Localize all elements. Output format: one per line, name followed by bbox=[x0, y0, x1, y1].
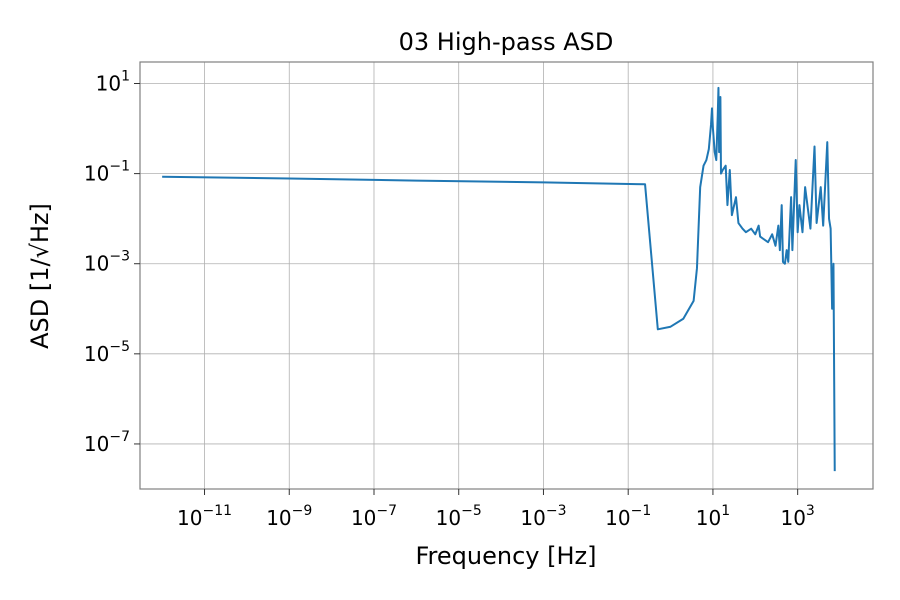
x-tick-label: 103 bbox=[780, 503, 814, 530]
series-group bbox=[162, 86, 836, 472]
x-tick-label: 10−7 bbox=[351, 503, 397, 530]
plot-frame bbox=[139, 61, 874, 490]
x-tick-label: 10−9 bbox=[266, 503, 312, 530]
x-tick-label: 10−3 bbox=[520, 503, 566, 530]
x-tick-label: 101 bbox=[696, 503, 730, 530]
x-tick-label: 10−1 bbox=[605, 503, 651, 530]
chart-title: 03 High-pass ASD bbox=[399, 28, 614, 56]
y-tick-label: 10−3 bbox=[84, 249, 130, 276]
x-tick-label: 10−11 bbox=[177, 503, 232, 530]
asd-series-line bbox=[162, 86, 836, 472]
y-axis: 101 10−1 10−3 10−5 10−7 bbox=[84, 68, 140, 456]
x-axis: 10−11 10−9 10−7 10−5 10−3 10−1 101 103 bbox=[177, 489, 815, 530]
y-axis-label: ASD [1/√Hz] bbox=[26, 203, 54, 349]
y-tick-label: 10−7 bbox=[84, 429, 130, 456]
y-tick-label: 10−1 bbox=[84, 159, 130, 186]
x-axis-label: Frequency [Hz] bbox=[416, 542, 597, 570]
y-tick-label: 101 bbox=[96, 68, 130, 95]
y-tick-label: 10−5 bbox=[84, 339, 130, 366]
grid bbox=[140, 62, 873, 489]
x-tick-label: 10−5 bbox=[436, 503, 482, 530]
